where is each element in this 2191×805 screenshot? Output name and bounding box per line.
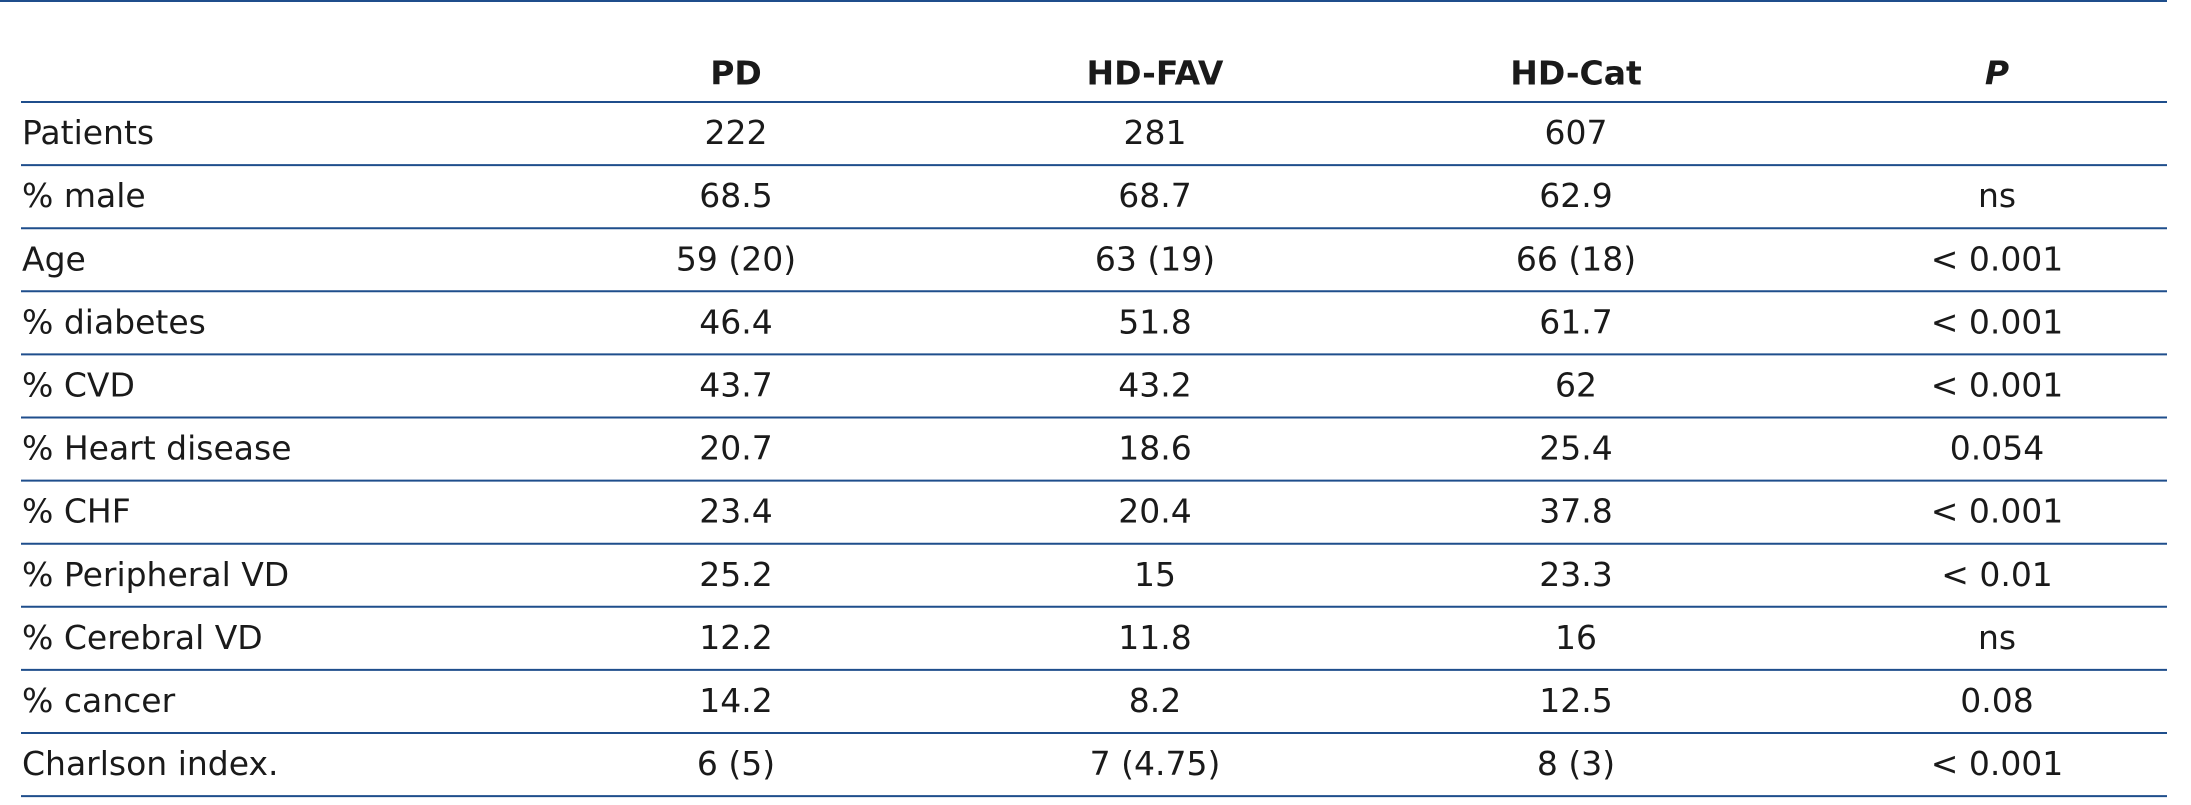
row-label: % diabetes <box>22 302 206 341</box>
cell: < 0.01 <box>1941 555 2053 594</box>
cell: 61.7 <box>1539 302 1612 341</box>
column-header: PD <box>710 54 762 93</box>
cell: 20.7 <box>699 429 772 468</box>
cell: 12.5 <box>1539 681 1612 720</box>
row-label: % Heart disease <box>22 429 292 468</box>
cell: 43.2 <box>1118 365 1191 404</box>
cell: < 0.001 <box>1931 744 2064 783</box>
cell: 23.3 <box>1539 555 1612 594</box>
cell: 37.8 <box>1539 492 1612 531</box>
cell: < 0.001 <box>1931 365 2064 404</box>
cell: < 0.001 <box>1931 492 2064 531</box>
row-label: % Peripheral VD <box>22 555 289 594</box>
cell: 15 <box>1134 555 1176 594</box>
cell: 63 (19) <box>1095 239 1215 278</box>
cell: 12.2 <box>699 618 772 657</box>
cell: 68.5 <box>699 176 772 215</box>
cell: 281 <box>1124 113 1187 152</box>
row-label: Patients <box>22 113 154 152</box>
cell: 20.4 <box>1118 492 1191 531</box>
cell: 25.2 <box>699 555 772 594</box>
cell: < 0.001 <box>1931 302 2064 341</box>
cell: 6 (5) <box>697 744 775 783</box>
cell: 68.7 <box>1118 176 1191 215</box>
cell: 43.7 <box>699 365 772 404</box>
cell: < 0.001 <box>1931 239 2064 278</box>
row-label: Age <box>22 239 86 278</box>
row-label: Charlson index. <box>22 744 278 783</box>
row-label: % cancer <box>22 681 176 720</box>
cell: 18.6 <box>1118 429 1191 468</box>
cell: ns <box>1978 618 2016 657</box>
cell: 46.4 <box>699 302 772 341</box>
cell: 8.2 <box>1129 681 1181 720</box>
column-header: P <box>1985 54 2009 93</box>
cell: 16 <box>1555 618 1597 657</box>
cell: 0.054 <box>1950 429 2044 468</box>
cell: 0.08 <box>1960 681 2033 720</box>
cell: 14.2 <box>699 681 772 720</box>
cell: 7 (4.75) <box>1090 744 1221 783</box>
cell: 62.9 <box>1539 176 1612 215</box>
cell: 8 (3) <box>1537 744 1615 783</box>
row-label: % CHF <box>22 492 131 531</box>
row-label: % CVD <box>22 365 135 404</box>
column-header: HD-FAV <box>1087 54 1224 93</box>
cell: 51.8 <box>1118 302 1191 341</box>
row-label: % Cerebral VD <box>22 618 263 657</box>
column-header: HD-Cat <box>1510 54 1642 93</box>
cell: 25.4 <box>1539 429 1612 468</box>
row-label: % male <box>22 176 146 215</box>
cell: 59 (20) <box>676 239 796 278</box>
cell: 222 <box>705 113 768 152</box>
cell: 11.8 <box>1118 618 1191 657</box>
cell: 66 (18) <box>1516 239 1636 278</box>
cell: 62 <box>1555 365 1597 404</box>
cell: ns <box>1978 176 2016 215</box>
cell: 23.4 <box>699 492 772 531</box>
cell: 607 <box>1545 113 1608 152</box>
